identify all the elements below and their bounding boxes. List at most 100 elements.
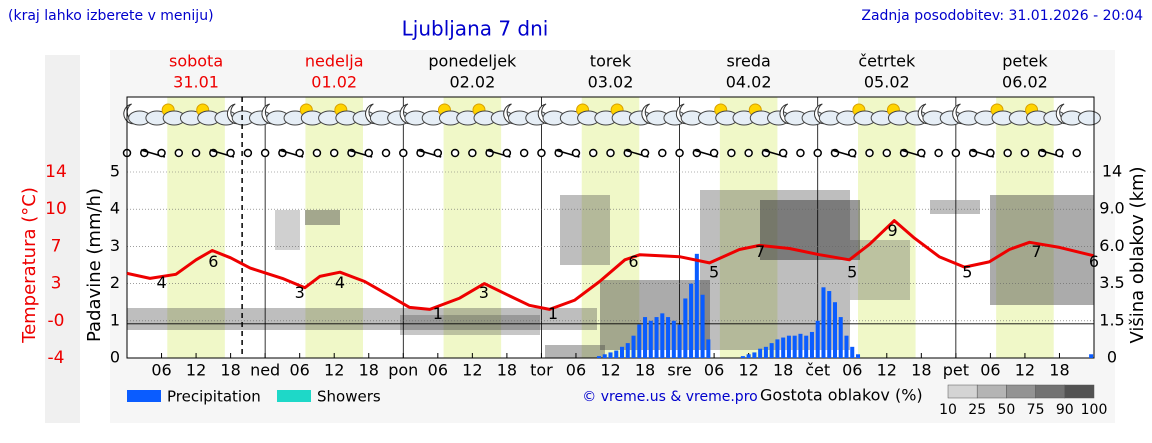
wind-calm — [571, 148, 581, 158]
precip-bar — [763, 346, 768, 358]
hint: (kraj lahko izberete v meniju) — [8, 8, 214, 24]
day-name: ponedeljek — [428, 52, 517, 71]
precip-bar — [706, 339, 711, 358]
precip-bar — [746, 354, 751, 358]
precip-bar — [821, 287, 826, 358]
x-tick-label: 18 — [220, 361, 240, 380]
wind-calm — [174, 148, 184, 158]
daylight-band — [305, 97, 363, 358]
cloud-scale-label: 75 — [1027, 402, 1045, 418]
wind-calm — [951, 148, 961, 158]
wind-calm — [640, 148, 650, 158]
x-tick-label: 06 — [842, 361, 862, 380]
precip-tick-label: 2 — [110, 273, 120, 292]
precip-bar — [844, 335, 849, 358]
day-name: petek — [1002, 52, 1048, 71]
daylight-band — [443, 97, 502, 358]
updated: Zadnja posodobitev: 31.01.2026 - 20:04 — [861, 8, 1143, 24]
precip-bar — [740, 356, 745, 358]
cloud-patch — [275, 210, 300, 250]
temperature-label: 1 — [433, 304, 443, 323]
daylight-band — [167, 97, 225, 358]
precip-bar — [689, 283, 694, 358]
precip-bar — [832, 302, 837, 358]
precip-tick-label: 4 — [110, 199, 120, 218]
wind-calm — [986, 148, 995, 158]
cloud-scale-label: 50 — [997, 402, 1015, 418]
cloud-scale-label: 90 — [1056, 402, 1074, 418]
wind-calm — [658, 148, 667, 158]
x-tick-label: tor — [530, 361, 553, 380]
day-name: sobota — [169, 52, 223, 71]
day-date: 03.02 — [588, 73, 634, 92]
x-tick-label: 18 — [911, 361, 931, 380]
wind-calm — [399, 148, 408, 158]
wind-calm — [865, 148, 874, 158]
temperature-label: 6 — [208, 252, 218, 271]
precip-bar — [700, 294, 705, 358]
temp-axis-title: Temperatura (°C) — [19, 187, 40, 344]
cloud-patch — [930, 200, 980, 214]
precip-bar — [683, 298, 688, 358]
x-tick-label: pet — [943, 361, 969, 380]
temperature-label: 5 — [709, 263, 719, 282]
precip-bar — [677, 324, 682, 358]
x-tick-label: 12 — [738, 361, 758, 380]
precip-bar — [614, 350, 619, 358]
cloud-scale-label: 10 — [939, 402, 957, 418]
temperature-label: 5 — [847, 263, 857, 282]
daylight-bands — [167, 97, 1054, 358]
temperature-label: 4 — [335, 273, 345, 292]
precip-bar — [827, 291, 832, 358]
cloud-scale-box — [1035, 384, 1066, 399]
x-tick-label: 06 — [566, 361, 586, 380]
cloud-patch — [850, 240, 910, 300]
precip-tick-label: 0 — [110, 348, 120, 367]
day-name: nedelja — [305, 52, 364, 71]
wind-calm — [329, 148, 339, 158]
temp-tick-label: 14 — [45, 162, 67, 182]
temperature-label: 9 — [887, 221, 897, 240]
precip-bar — [648, 320, 653, 358]
wind-calm — [226, 148, 235, 158]
daylight-band — [581, 97, 640, 358]
wind-calm — [934, 148, 943, 158]
precip-bar — [608, 352, 613, 358]
temperature-label: 7 — [755, 242, 765, 261]
wind-calm — [1003, 148, 1012, 158]
cloud-patch — [990, 195, 1094, 305]
temp-tick-label: -4 — [48, 348, 65, 368]
precip-bar — [631, 335, 636, 358]
wind-calm — [1055, 148, 1064, 158]
wind-calm — [191, 148, 201, 158]
precip-bar — [792, 335, 797, 358]
x-tick-label: 12 — [186, 361, 206, 380]
wind-calm — [295, 148, 304, 158]
x-tick-label: 12 — [877, 361, 897, 380]
precip-axis-title: Padavine (mm/h) — [84, 188, 105, 342]
precip-bar — [660, 313, 665, 358]
precip-bar — [625, 343, 630, 358]
precip-bar — [775, 339, 780, 358]
day-date: 01.02 — [311, 73, 357, 92]
precip-bar — [1089, 354, 1094, 358]
temperature-label: 6 — [628, 252, 638, 271]
cloud-patch — [305, 210, 340, 225]
precip-bar — [804, 335, 809, 358]
precip-bar — [596, 356, 602, 358]
wind-calm — [744, 148, 753, 158]
precip-bar — [602, 354, 607, 358]
credit: © vreme.us & vreme.pro — [582, 389, 757, 405]
day-date: 31.01 — [173, 73, 219, 92]
temperature-label: 6 — [1089, 252, 1099, 271]
wind-calm — [848, 148, 857, 158]
wind-calm — [468, 148, 477, 158]
cloud-patch — [760, 200, 860, 260]
precip-bar — [654, 317, 659, 358]
daylight-band — [996, 97, 1054, 358]
x-tick-label: 06 — [289, 361, 309, 380]
cloud-patch — [127, 308, 597, 330]
x-tick-label: sre — [667, 361, 691, 380]
x-tick-label: 06 — [428, 361, 448, 380]
precip-bar — [666, 317, 671, 358]
